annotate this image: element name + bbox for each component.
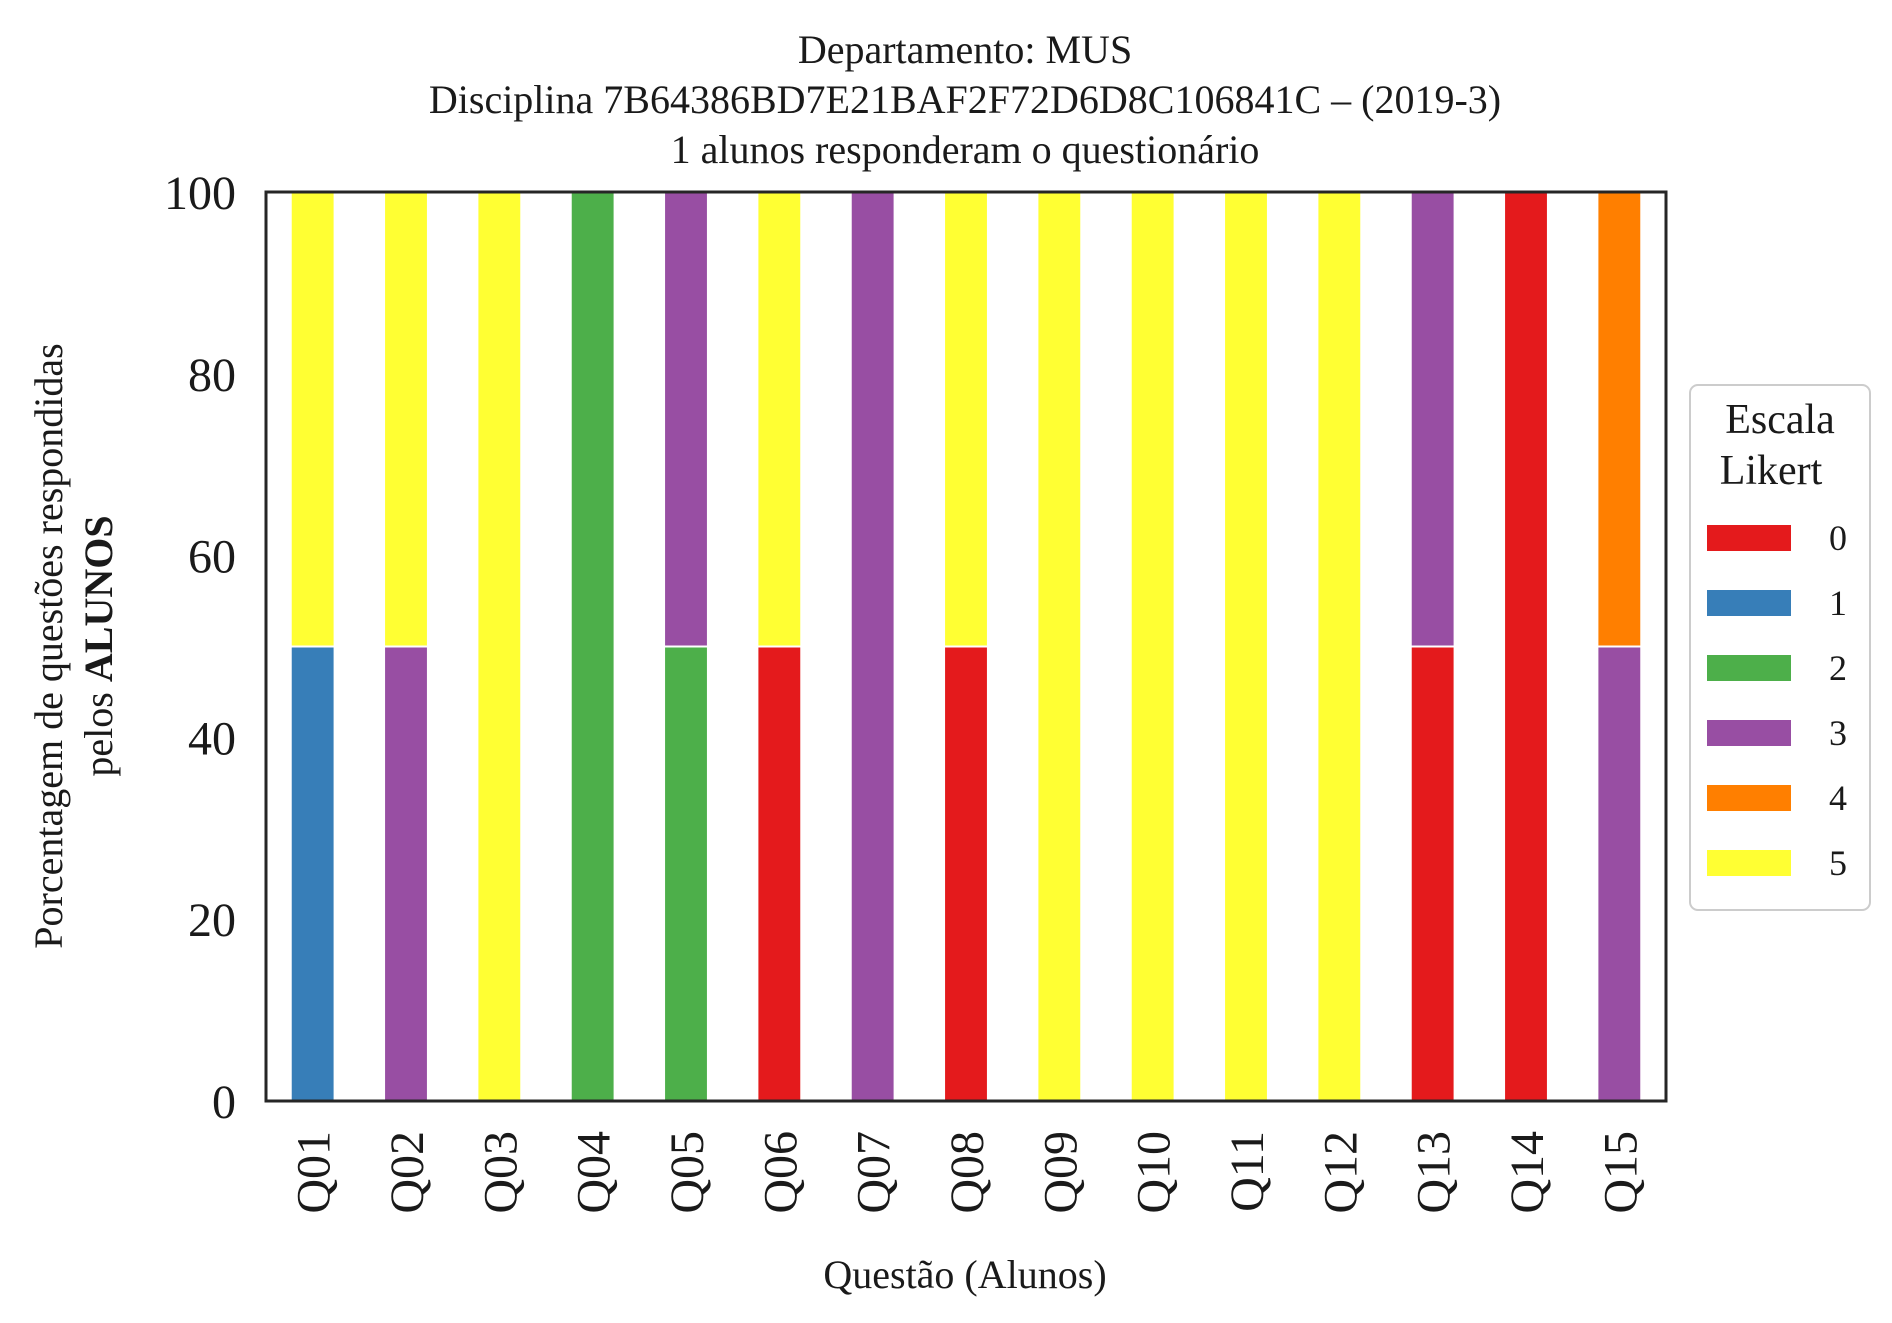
x-tick-label-q03: Q03 — [474, 1131, 527, 1214]
x-tick-label-q12: Q12 — [1314, 1131, 1367, 1214]
bars-layer — [289, 191, 1643, 1102]
y-tick-label-80: 80 — [188, 349, 236, 402]
legend: Escala Likert 0 1 2 3 4 5 — [1689, 384, 1871, 911]
legend-label-1: 1 — [1829, 583, 1847, 623]
y-tick-label-40: 40 — [188, 712, 236, 765]
y-tick-label-20: 20 — [188, 894, 236, 947]
y-axis-label: Porcentagem de questões respondidas pelo… — [26, 343, 121, 948]
legend-swatch-3 — [1707, 720, 1791, 746]
legend-label-2: 2 — [1829, 648, 1847, 688]
chart-title-line-2: Disciplina 7B64386BD7E21BAF2F72D6D8C1068… — [429, 77, 1501, 122]
x-tick-label-q06: Q06 — [754, 1131, 807, 1214]
bar-segment-q11-likert-5 — [1223, 191, 1269, 1102]
chart-title-line-1: Departamento: MUS — [798, 27, 1132, 72]
x-tick-label-q08: Q08 — [941, 1131, 994, 1214]
legend-swatch-1 — [1707, 590, 1791, 616]
bar-segment-q03-likert-5 — [476, 191, 523, 1102]
y-axis-ticks: 0 20 40 60 80 100 — [164, 167, 236, 1129]
bar-segment-q15-likert-3 — [1596, 645, 1643, 1102]
x-tick-label-q10: Q10 — [1128, 1131, 1181, 1214]
y-tick-label-0: 0 — [212, 1076, 236, 1129]
bar-segment-q09-likert-5 — [1036, 191, 1083, 1102]
bar-segment-q06-likert-5 — [756, 191, 803, 648]
x-tick-label-q11: Q11 — [1221, 1131, 1274, 1212]
legend-label-0: 0 — [1829, 518, 1847, 558]
bar-segment-q01-likert-1 — [289, 645, 336, 1102]
bar-segment-q02-likert-5 — [383, 191, 429, 648]
x-tick-label-q07: Q07 — [848, 1131, 901, 1214]
x-tick-label-q09: Q09 — [1034, 1131, 1087, 1214]
x-tick-label-q14: Q14 — [1501, 1131, 1554, 1214]
x-tick-label-q13: Q13 — [1408, 1131, 1461, 1214]
legend-box — [1689, 384, 1871, 911]
x-tick-label-q15: Q15 — [1594, 1131, 1647, 1214]
x-axis-label: Questão (Alunos) — [823, 1252, 1106, 1297]
legend-items: 0 1 2 3 4 5 — [1707, 518, 1847, 883]
legend-label-3: 3 — [1829, 713, 1847, 753]
legend-label-5: 5 — [1829, 843, 1847, 883]
bar-segment-q13-likert-0 — [1409, 645, 1456, 1102]
x-tick-label-q05: Q05 — [661, 1131, 714, 1214]
legend-swatch-0 — [1707, 525, 1791, 551]
plot-frame — [264, 190, 1668, 1103]
bar-segment-q01-likert-5 — [289, 191, 336, 648]
bar-segment-q15-likert-4 — [1596, 191, 1643, 648]
bar-segment-q13-likert-3 — [1409, 191, 1456, 648]
bar-segment-q05-likert-2 — [663, 645, 709, 1102]
legend-swatch-5 — [1707, 850, 1791, 876]
bar-segment-q06-likert-0 — [756, 645, 803, 1102]
bar-segment-q14-likert-0 — [1503, 191, 1549, 1102]
y-axis-label-line-1: Porcentagem de questões respondidas — [26, 343, 71, 948]
legend-title-line-2: Likert — [1720, 448, 1823, 494]
y-tick-label-100: 100 — [164, 167, 236, 220]
y-axis-label-line-2: pelos ALUNOS — [76, 515, 121, 776]
bar-segment-q02-likert-3 — [383, 645, 429, 1102]
y-tick-label-60: 60 — [188, 531, 236, 584]
bar-segment-q05-likert-3 — [663, 191, 709, 648]
x-axis-ticks: Q01 Q02 Q03 Q04 Q05 Q06 Q07 Q08 Q09 Q10 Q11 Q12 Q13 Q… — [288, 1131, 1648, 1214]
x-tick-label-q01: Q01 — [288, 1131, 341, 1214]
bar-segment-q10-likert-5 — [1129, 191, 1176, 1102]
legend-title-line-1: Escala — [1725, 397, 1835, 443]
bar-segment-q08-likert-5 — [943, 191, 989, 648]
bar-segment-q04-likert-2 — [569, 191, 616, 1102]
bar-segment-q12-likert-5 — [1316, 191, 1363, 1102]
legend-swatch-2 — [1707, 655, 1791, 681]
chart-title-line-3: 1 alunos responderam o questionário — [671, 127, 1260, 172]
bar-segment-q07-likert-3 — [849, 191, 896, 1102]
legend-label-4: 4 — [1829, 778, 1847, 818]
bar-segment-q08-likert-0 — [943, 645, 989, 1102]
x-tick-label-q04: Q04 — [568, 1131, 621, 1214]
x-tick-label-q02: Q02 — [381, 1131, 434, 1214]
legend-swatch-4 — [1707, 785, 1791, 811]
chart-title: Departamento: MUS Disciplina 7B64386BD7E… — [429, 27, 1501, 172]
